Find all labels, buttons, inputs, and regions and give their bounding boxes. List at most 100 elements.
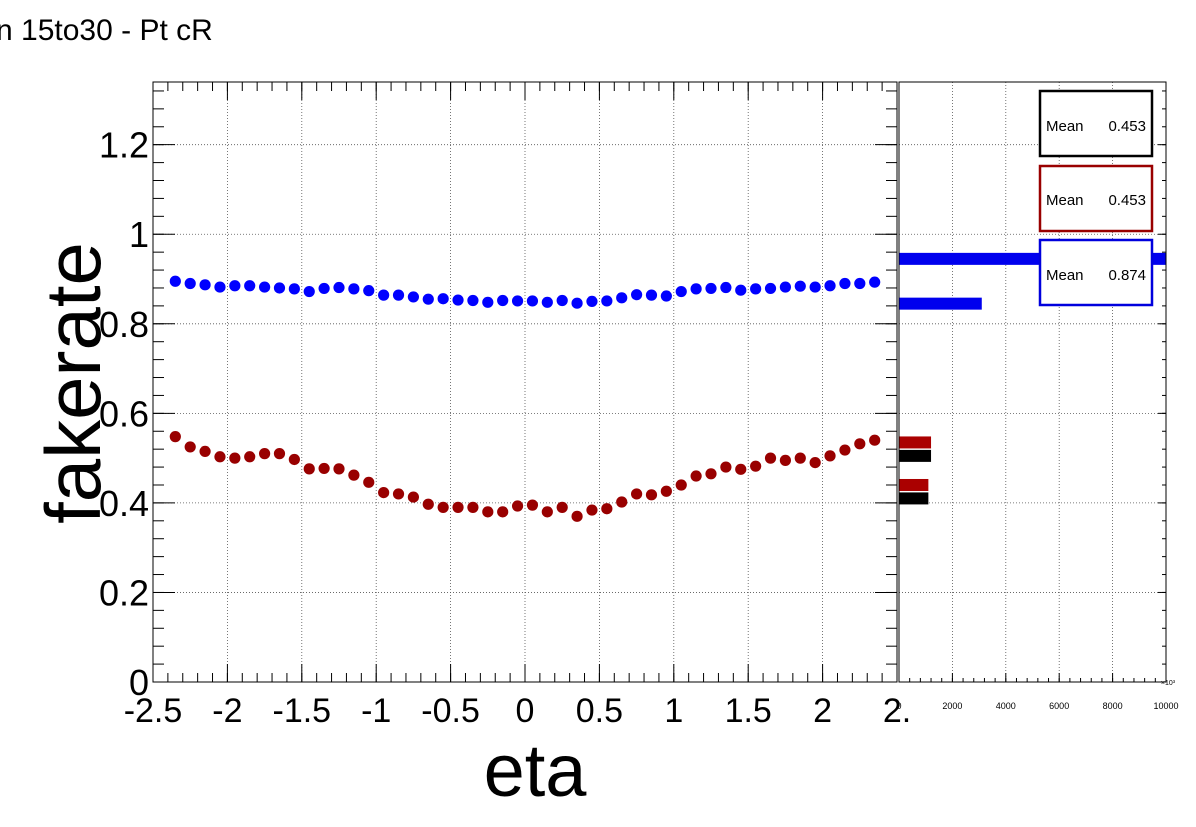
stats-value: 0.874 [1108, 267, 1146, 284]
stats-box-frame [1038, 164, 1154, 233]
data-point [482, 506, 494, 518]
data-point [392, 289, 405, 301]
data-point [660, 485, 672, 497]
data-point [839, 277, 851, 290]
projection-plot-frame [898, 81, 1167, 683]
projection-tick-labels: 0 2000 4000 6000 8000 10000 ×10³ [896, 680, 1178, 711]
data-point [616, 496, 628, 508]
data-point [169, 431, 181, 443]
data-point [675, 285, 687, 298]
data-point [511, 500, 524, 512]
data-point [824, 280, 836, 292]
data-point [809, 281, 821, 293]
data-point [244, 280, 256, 292]
data-point [526, 499, 539, 511]
data-point [794, 280, 806, 292]
x-tick-label: -2.5 [124, 692, 183, 730]
stats-label: Mean [1046, 267, 1084, 284]
projection-x-tick-label: 10000 [1153, 701, 1178, 711]
y-tick-label: 0 [129, 662, 149, 703]
data-point [437, 293, 449, 305]
data-point [601, 295, 613, 307]
data-point [526, 295, 539, 307]
data-point [541, 506, 553, 518]
data-point [497, 294, 509, 307]
data-point [229, 280, 241, 292]
data-point [601, 503, 613, 515]
x-tick-label: -2 [212, 692, 242, 730]
x-tick-label: 2 [813, 692, 832, 730]
data-point [764, 452, 777, 464]
x-axis-label: eta [484, 729, 588, 812]
projection-bars [899, 252, 1166, 505]
data-point [660, 290, 672, 302]
data-point [378, 289, 390, 301]
y-tick-label: 0.2 [99, 572, 149, 613]
stats-label: Mean [1046, 192, 1084, 209]
data-point [333, 281, 345, 294]
projection-x-tick-label: 2000 [942, 701, 962, 711]
data-point [690, 283, 702, 295]
data-point [809, 456, 821, 469]
data-point [794, 452, 806, 464]
projection-bar [899, 297, 982, 310]
data-point [184, 277, 196, 290]
data-point [586, 504, 598, 516]
data-point [452, 294, 464, 306]
stats-box-black: Mean 0.453 [1038, 89, 1154, 158]
data-point [750, 460, 762, 472]
data-point [556, 501, 568, 513]
data-point [541, 296, 553, 308]
data-point [303, 463, 315, 475]
data-point [288, 283, 300, 295]
data-point [571, 297, 583, 309]
data-point [229, 452, 241, 464]
main-grid [153, 82, 897, 682]
projection-x-tick-label: 4000 [996, 701, 1016, 711]
x-tick-label: 0.5 [576, 692, 623, 730]
data-point [452, 501, 464, 513]
y-tick-label: 0.8 [99, 304, 149, 345]
data-point [199, 445, 211, 458]
data-point [839, 444, 851, 456]
data-point [467, 294, 479, 307]
main-plot-frame [152, 81, 898, 683]
data-point [422, 498, 434, 510]
data-point [169, 275, 181, 287]
data-point [750, 283, 762, 295]
data-point [824, 450, 836, 462]
x-tick-label: 2. [883, 692, 911, 730]
data-point [199, 279, 211, 291]
x-tick-label: -1 [361, 692, 391, 730]
stats-label: Mean [1046, 118, 1084, 135]
data-point [586, 295, 598, 308]
data-point [705, 282, 717, 295]
projection-bar [899, 252, 1166, 265]
data-point [735, 284, 747, 296]
x-tick-label: -1.5 [273, 692, 332, 730]
stats-value: 0.453 [1108, 192, 1146, 209]
projection-x-exponent-label: ×10³ [1161, 680, 1176, 687]
data-point [467, 501, 479, 513]
main-plot: -2.5 -2 -1.5 -1 -0.5 0 0.5 1 1.5 2 2.00.20.40.60.8… [29, 81, 911, 812]
stats-box-frame [1038, 89, 1154, 158]
x-tick-label: 0 [516, 692, 535, 730]
data-point [854, 438, 866, 450]
data-point [645, 489, 658, 501]
data-point [482, 296, 494, 308]
data-point [437, 501, 449, 513]
data-point [869, 276, 881, 288]
data-point [779, 281, 792, 293]
data-point [348, 283, 360, 295]
data-point [303, 285, 315, 298]
y-axis-label: fakerate [29, 242, 117, 524]
data-point [735, 463, 747, 475]
data-point [259, 281, 271, 293]
data-point [318, 282, 330, 295]
stats-box-red: Mean 0.453 [1038, 164, 1154, 233]
y-tick-label: 1.2 [99, 125, 149, 166]
data-point [214, 451, 226, 463]
data-point [869, 434, 881, 446]
